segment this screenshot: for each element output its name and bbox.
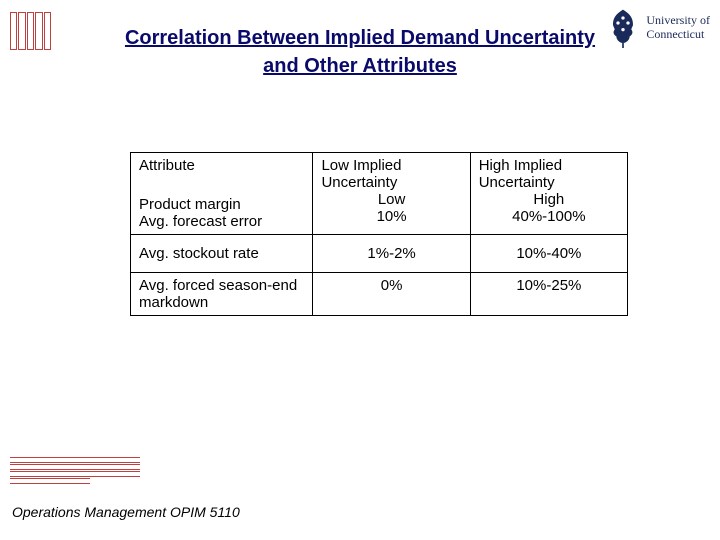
footer-text: Operations Management OPIM 5110 [12,504,240,520]
header-low: Low Implied Uncertainty [321,157,461,191]
cell-attr-r1: Product margin [139,196,304,213]
cell-attr-r3: Avg. stockout rate [131,235,313,273]
header-high: High Implied Uncertainty [479,157,619,191]
cell-low-r2: 10% [321,208,461,225]
table-row: Avg. stockout rate 1%-2% 10%-40% [131,235,628,273]
cell-low-r4: 0% [313,273,470,316]
header-attribute: Attribute [139,157,304,174]
cell-attr-r4: Avg. forced season-end markdown [131,273,313,316]
cell-high-r4: 10%-25% [470,273,627,316]
cell-high-r1: High [479,191,619,208]
cell-low-r3: 1%-2% [313,235,470,273]
slide-title: Correlation Between Implied Demand Uncer… [0,24,720,80]
cell-high-r3: 10%-40% [470,235,627,273]
cell-low-r1: Low [321,191,461,208]
decorative-lines-icon [10,457,140,485]
table-row: Avg. forced season-end markdown 0% 10%-2… [131,273,628,316]
correlation-table: Attribute Product margin Avg. forecast e… [130,152,628,316]
cell-attr-r2: Avg. forecast error [139,213,304,230]
cell-high-r2: 40%-100% [479,208,619,225]
title-line-2: and Other Attributes [263,55,457,77]
title-line-1: Correlation Between Implied Demand Uncer… [125,27,595,49]
